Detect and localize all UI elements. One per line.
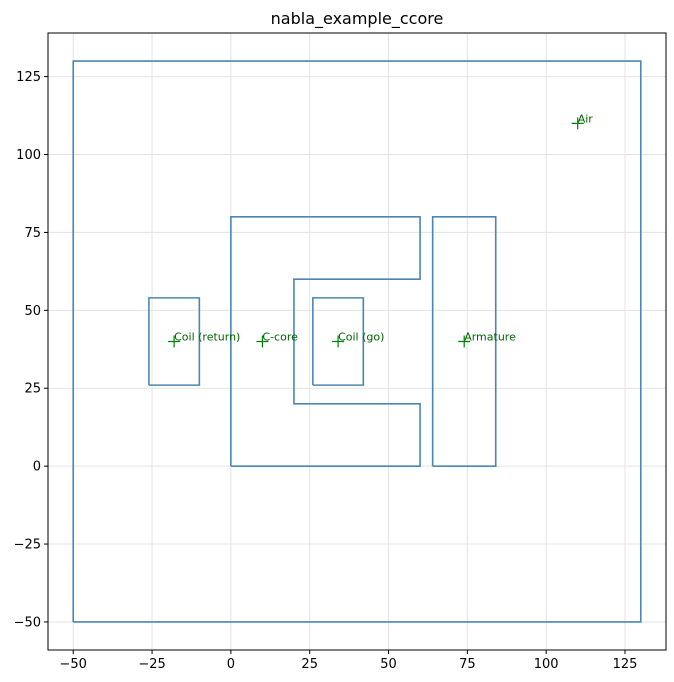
y-tick-label: 75 <box>24 226 41 241</box>
marker-label-c-core: C-core <box>262 331 298 344</box>
x-tick-label: 75 <box>459 657 476 672</box>
marker-air <box>571 117 584 130</box>
x-tick-label: 100 <box>534 657 559 672</box>
y-tick-label: 125 <box>16 70 41 85</box>
x-tick-label: 25 <box>301 657 318 672</box>
x-tick-label: −50 <box>60 657 87 672</box>
chart-title: nabla_example_ccore <box>271 9 444 29</box>
marker-label-armature: Armature <box>464 331 516 344</box>
region-outline-armature <box>431 216 497 467</box>
region-outline-c-core <box>230 216 421 467</box>
marker-label-air: Air <box>578 112 594 125</box>
tick-layer: −50 −25 0 25 50 75 100 125 −50 −25 0 25 50 75 100 125 <box>14 70 638 672</box>
x-tick-label: 0 <box>227 657 235 672</box>
x-tick-label: −25 <box>138 657 165 672</box>
y-tick-label: 100 <box>16 148 41 163</box>
region-outline-outer-boundary <box>72 60 642 623</box>
plot-frame <box>47 32 667 651</box>
marker-label-coil-return: Coil (return) <box>174 331 240 344</box>
marker-armature <box>458 335 471 348</box>
marker-coil-go <box>332 335 345 348</box>
y-tick-label: 50 <box>24 304 41 319</box>
marker-coil-return <box>168 335 181 348</box>
marker-label-coil-go: Coil (go) <box>338 331 384 344</box>
region-outline-coil-return <box>148 297 201 386</box>
y-tick-label: −50 <box>14 615 41 630</box>
polygon-layer <box>72 60 642 623</box>
region-outline-coil-go <box>312 297 365 386</box>
y-tick-label: 25 <box>24 382 41 397</box>
x-tick-label: 125 <box>613 657 638 672</box>
marker-layer: Coil (return) C-core Coil (go) Armature Air <box>168 112 594 348</box>
y-tick-label: 0 <box>33 460 41 475</box>
y-tick-label: −25 <box>14 538 41 553</box>
marker-c-core <box>256 335 269 348</box>
x-tick-label: 50 <box>380 657 397 672</box>
